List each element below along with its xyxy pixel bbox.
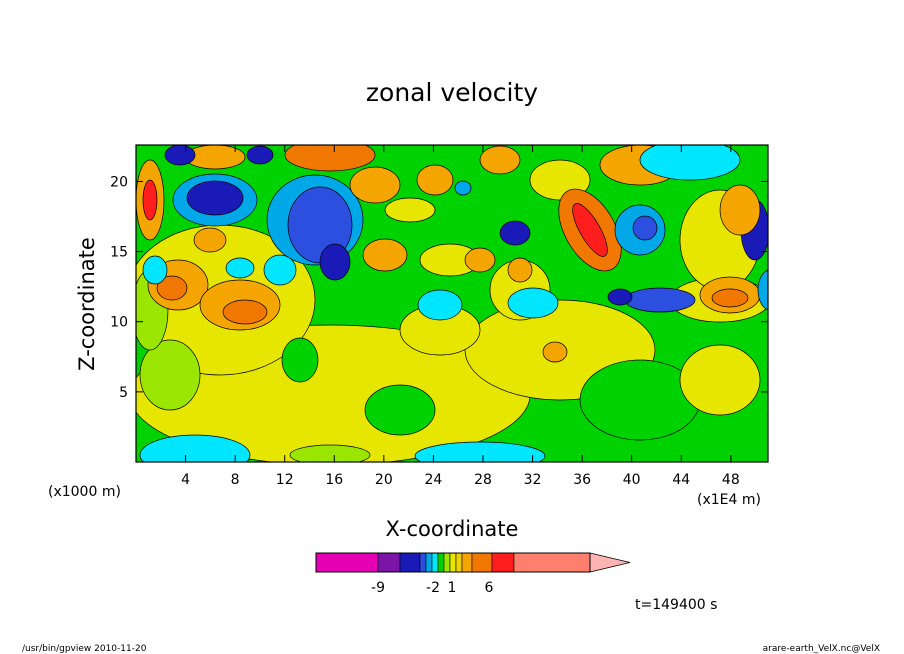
x-scale-label: (x1E4 m) (697, 492, 761, 508)
colorbar-segment (437, 552, 445, 573)
colorbar-frame (315, 552, 591, 573)
contour-patch (142, 179, 158, 221)
x-tick-label: 16 (325, 472, 343, 488)
contour-patch (164, 145, 196, 166)
contour-patch (499, 220, 531, 246)
contour-patch (186, 180, 244, 216)
contour-patch (454, 180, 472, 196)
contour-patch (624, 287, 696, 313)
contour-patch (572, 203, 608, 257)
colorbar-segment (449, 552, 457, 573)
contour-patch (464, 247, 496, 273)
contour-patch (757, 269, 768, 311)
contour-patch (193, 227, 227, 253)
plot-frame (135, 144, 769, 463)
y-axis: 5 10 15 20 (110, 174, 768, 401)
contour-patch (479, 145, 521, 175)
colorbar-segment (471, 552, 493, 573)
colorbar-segment (461, 552, 473, 573)
colorbar-tick-label: -9 (371, 580, 385, 596)
colorbar (315, 552, 631, 573)
contour-patch (281, 337, 319, 383)
contour-patch (507, 287, 559, 319)
colorbar-segment (491, 552, 515, 573)
chart-title: zonal velocity (366, 78, 538, 107)
contour-patch (607, 288, 633, 306)
colorbar-segment (513, 552, 591, 573)
contour-patch (542, 341, 568, 363)
colorbar-segment (431, 552, 439, 573)
y-tick-label: 20 (110, 174, 128, 190)
contour-patch (416, 164, 454, 196)
contour-patch (139, 339, 201, 411)
colorbar-segment (425, 552, 433, 573)
colorbar-ticks: -9 -2 1 6 (371, 580, 494, 596)
y-tick-label: 5 (119, 385, 128, 401)
colorbar-segment (419, 552, 427, 573)
x-tick-label: 24 (424, 472, 442, 488)
x-tick-label: 20 (375, 472, 393, 488)
colorbar-segment (455, 552, 463, 573)
contour-patch (156, 275, 188, 301)
contour-patch (364, 384, 436, 436)
contour-patch (362, 238, 408, 272)
x-tick-label: 44 (672, 472, 690, 488)
x-tick-label: 40 (623, 472, 641, 488)
colorbar-segment (315, 552, 379, 573)
contour-field (136, 145, 768, 462)
contour-patch (417, 289, 463, 321)
x-axis-label: X-coordinate (386, 517, 519, 541)
contour-patch (289, 444, 371, 462)
contour-patch (507, 257, 533, 283)
x-tick-label: 28 (474, 472, 492, 488)
contour-patch (284, 145, 376, 172)
contour-patch (263, 254, 297, 286)
y-tick-label: 10 (110, 315, 128, 331)
colorbar-segment (377, 552, 401, 573)
colorbar-tick-label: -2 (426, 580, 440, 596)
contour-patch (139, 434, 251, 462)
x-tick-label: 36 (573, 472, 591, 488)
time-label: t=149400 s (635, 597, 717, 613)
x-tick-label: 12 (276, 472, 294, 488)
contour-patch (719, 184, 761, 236)
x-tick-label: 8 (231, 472, 240, 488)
contour-patch (679, 344, 761, 416)
y-tick-label: 15 (110, 245, 128, 261)
colorbar-arrow (589, 552, 631, 573)
contour-patch (639, 145, 741, 181)
colorbar-tick-label: 6 (485, 580, 494, 596)
x-tick-label: 32 (524, 472, 542, 488)
footer-left: /usr/bin/gpview 2010-11-20 (22, 644, 147, 654)
contour-patch (246, 145, 274, 165)
contour-patch (225, 257, 255, 279)
contour-patch (349, 166, 401, 204)
contour-patch (142, 255, 168, 285)
contour-patch (632, 215, 658, 241)
contour-patches (136, 145, 768, 462)
contour-patch (222, 299, 268, 325)
x-units-label: (x1000 m) (48, 484, 121, 500)
footer-right: arare-earth_VelX.nc@VelX (763, 644, 880, 654)
colorbar-tick-label: 1 (448, 580, 457, 596)
contour-patch (711, 288, 749, 308)
y-axis-label: Z-coordinate (75, 237, 99, 371)
colorbar-segment (443, 552, 451, 573)
contour-patch (384, 197, 436, 223)
x-tick-label: 4 (181, 472, 190, 488)
colorbar-segment (399, 552, 421, 573)
x-tick-label: 48 (722, 472, 740, 488)
contour-patch (414, 441, 546, 462)
contour-patch (319, 243, 351, 281)
x-axis: 4 8 12 16 20 24 28 32 36 40 44 48 (181, 145, 740, 488)
